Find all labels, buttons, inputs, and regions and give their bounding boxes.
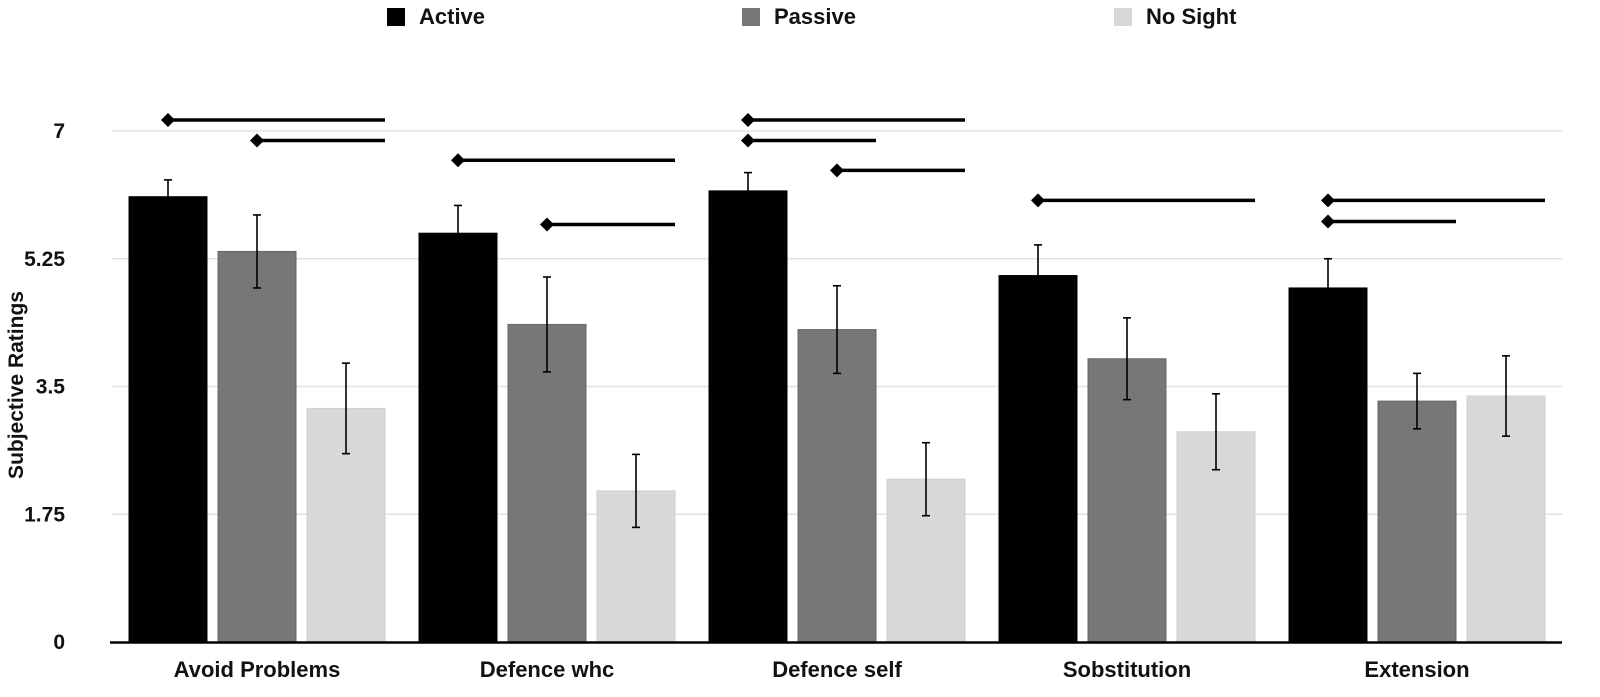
y-axis-title: Subjective Ratings <box>5 291 28 479</box>
y-tick-label: 7 <box>53 120 65 143</box>
bar-active <box>128 196 208 643</box>
significance-marker <box>830 163 965 178</box>
significance-marker <box>540 217 675 232</box>
bar-passive <box>507 323 587 643</box>
significance-diamond <box>451 153 465 168</box>
x-tick-label: Sobstitution <box>1063 657 1191 682</box>
significance-marker <box>161 113 385 128</box>
significance-diamond <box>1321 193 1335 208</box>
error-bar <box>164 179 172 215</box>
error-bar <box>1123 317 1131 401</box>
error-bar <box>253 214 261 289</box>
significance-diamond <box>540 217 554 232</box>
error-bar <box>922 441 930 517</box>
significance-marker <box>451 153 675 168</box>
legend-label-active: Active <box>419 4 486 29</box>
error-bar <box>1413 372 1421 430</box>
bar-active <box>708 190 788 643</box>
error-bar <box>543 276 551 373</box>
error-bar <box>1324 257 1332 318</box>
significance-marker <box>1321 214 1456 229</box>
x-tick-label: Extension <box>1364 657 1469 682</box>
error-bar <box>1212 392 1220 471</box>
significance-marker <box>250 133 385 148</box>
error-bars <box>164 171 1510 529</box>
bar-no-sight <box>1466 395 1546 643</box>
error-bar <box>454 204 462 262</box>
legend-swatch-passive <box>742 8 760 26</box>
bar-passive <box>1087 358 1167 643</box>
significance-diamond <box>741 133 755 148</box>
x-tick-label: Avoid Problems <box>174 657 341 682</box>
significance-diamond <box>741 113 755 128</box>
significance-diamond <box>830 163 844 178</box>
error-bar <box>833 284 841 375</box>
legend: Active Passive No Sight <box>0 2 1600 32</box>
bar-passive <box>217 250 297 643</box>
bar-passive <box>797 329 877 643</box>
y-tick-label: 5.25 <box>24 248 65 271</box>
bar-passive <box>1377 400 1457 643</box>
significance-markers <box>161 113 1545 232</box>
y-tick-label: 0 <box>53 631 65 654</box>
significance-marker <box>741 113 965 128</box>
error-bar <box>1502 355 1510 437</box>
bars <box>128 190 1546 643</box>
significance-marker <box>1031 193 1255 208</box>
legend-item-active: Active <box>387 2 485 32</box>
x-tick-label: Defence self <box>772 657 902 682</box>
significance-marker <box>1321 193 1545 208</box>
error-bar <box>632 453 640 529</box>
legend-swatch-no-sight <box>1114 8 1132 26</box>
legend-label-no-sight: No Sight <box>1146 4 1237 29</box>
bar-active <box>1288 287 1368 643</box>
error-bar <box>342 362 350 455</box>
significance-diamond <box>1031 193 1045 208</box>
axes: 0 1.75 3.5 5.25 7 Avoid Problems Defence whc De… <box>24 120 1562 682</box>
y-tick-label: 3.5 <box>36 376 66 399</box>
error-bar <box>744 171 752 210</box>
bar-active <box>998 275 1078 643</box>
x-tick-label: Defence whc <box>480 657 615 682</box>
bar-active <box>418 232 498 643</box>
significance-diamond <box>161 113 175 128</box>
legend-label-passive: Passive <box>774 4 856 29</box>
legend-swatch-active <box>387 8 405 26</box>
legend-item-no-sight: No Sight <box>1114 2 1236 32</box>
y-tick-label: 1.75 <box>24 503 65 526</box>
error-bar <box>1034 244 1042 308</box>
legend-item-passive: Passive <box>742 2 856 32</box>
significance-diamond <box>250 133 264 148</box>
significance-marker <box>741 133 876 148</box>
significance-diamond <box>1321 214 1335 229</box>
